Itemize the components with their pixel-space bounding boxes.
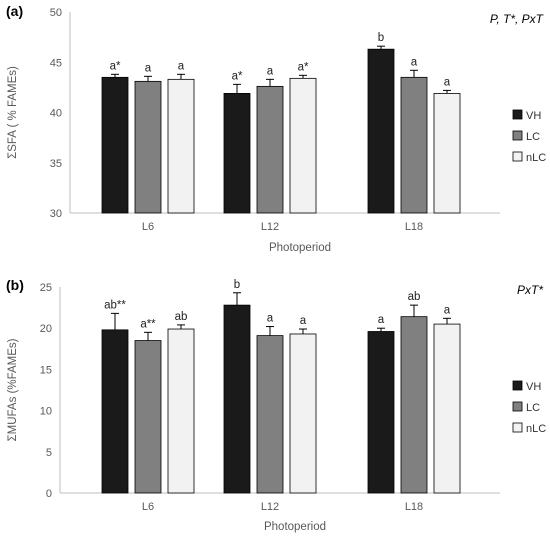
panel-label: (a): [6, 3, 23, 19]
significance-label: a: [444, 304, 451, 316]
significance-label: ab: [175, 311, 188, 323]
bar: [367, 48, 395, 214]
bar: [101, 76, 129, 214]
significance-label: b: [378, 32, 384, 44]
x-tick-label: L6: [142, 221, 154, 233]
bar: [256, 335, 284, 494]
y-axis-label: ΣMUFAs (%FAMEs): [7, 338, 19, 441]
x-tick-label: L12: [261, 221, 279, 233]
bar: [367, 331, 395, 494]
x-tick-label: L6: [142, 501, 154, 513]
bar: [433, 93, 461, 214]
significance-label: a: [300, 315, 307, 327]
legend-label: VH: [526, 381, 541, 393]
significance-label: a: [444, 76, 451, 88]
legend-swatch: [512, 422, 523, 433]
bar: [134, 340, 162, 494]
bar: [289, 77, 317, 214]
y-tick-label: 45: [50, 57, 62, 69]
significance-label: a: [267, 65, 274, 77]
legend-swatch: [512, 109, 523, 120]
legend-swatch: [512, 380, 523, 391]
significance-label: a*: [232, 70, 243, 82]
legend-label: LC: [526, 402, 540, 414]
significance-label: a: [145, 62, 152, 74]
legend-label: VH: [526, 110, 541, 122]
x-axis-label: Photoperiod: [264, 521, 326, 533]
bar: [134, 80, 162, 214]
y-tick-label: 25: [40, 282, 52, 294]
significance-label: a*: [298, 61, 309, 73]
y-tick-label: 35: [50, 158, 62, 170]
bar: [433, 323, 461, 494]
significance-label: a**: [140, 318, 156, 330]
y-tick-label: 40: [50, 108, 62, 120]
y-tick-label: 30: [50, 208, 62, 220]
legend-swatch: [512, 401, 523, 412]
significance-label: ab**: [104, 299, 126, 311]
y-tick-label: 50: [50, 7, 62, 19]
x-tick-label: L18: [405, 221, 423, 233]
y-tick-label: 15: [40, 364, 52, 376]
x-tick-label: L12: [261, 501, 279, 513]
y-tick-label: 0: [46, 488, 52, 500]
x-tick-label: L18: [405, 501, 423, 513]
significance-label: a*: [110, 60, 121, 72]
effects-label: PxT*: [517, 283, 543, 297]
effects-label: P, T*, PxT: [490, 12, 545, 26]
bar: [101, 329, 129, 494]
significance-label: a: [267, 313, 274, 325]
y-tick-label: 20: [40, 323, 52, 335]
panel-label: (b): [6, 277, 24, 293]
bar: [167, 78, 195, 214]
significance-label: a: [378, 314, 385, 326]
significance-label: a: [178, 60, 185, 72]
bar: [223, 304, 251, 494]
y-tick-label: 5: [46, 447, 52, 459]
y-tick-label: 10: [40, 406, 52, 418]
bar: [400, 316, 428, 494]
x-axis-label: Photoperiod: [269, 242, 331, 254]
legend-label: LC: [526, 131, 540, 143]
y-axis-label: ΣSFA ( % FAMEs): [7, 66, 19, 159]
bar: [400, 76, 428, 214]
legend-label: nLC: [526, 152, 546, 164]
bar: [256, 85, 284, 214]
significance-label: b: [234, 279, 240, 291]
legend-label: nLC: [526, 423, 546, 435]
significance-label: ab: [408, 291, 421, 303]
legend-swatch: [512, 130, 523, 141]
bar: [223, 93, 251, 214]
bar: [289, 333, 317, 494]
bar: [167, 328, 195, 494]
legend-swatch: [512, 151, 523, 162]
significance-label: a: [411, 56, 418, 68]
